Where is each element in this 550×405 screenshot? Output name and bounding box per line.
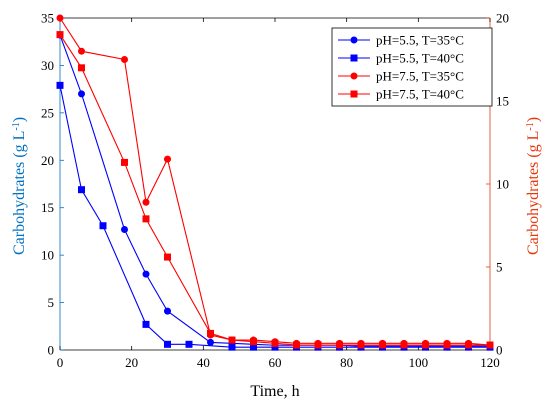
- data-point: [99, 222, 107, 230]
- data-point: [142, 270, 150, 278]
- data-point: [164, 253, 171, 261]
- data-point: [78, 47, 85, 55]
- right-y-axis-title: Carbohydrates (g L-1): [525, 117, 543, 255]
- x-tick-label: 0: [57, 355, 64, 370]
- right-y-tick-label: 10: [496, 177, 509, 192]
- legend-label: pH=5.5, T=35°C: [376, 33, 464, 48]
- right-y-tick-label: 15: [496, 94, 509, 109]
- data-point: [56, 31, 64, 39]
- x-tick-label: 100: [409, 355, 429, 370]
- legend-label: pH=7.5, T=35°C: [376, 69, 464, 84]
- data-point: [142, 215, 150, 223]
- data-point: [250, 343, 257, 351]
- data-point: [379, 341, 386, 349]
- data-point: [56, 14, 64, 22]
- data-point: [164, 340, 171, 348]
- data-point: [271, 339, 279, 347]
- legend-marker: [350, 36, 358, 44]
- legend-label: pH=5.5, T=40°C: [376, 51, 464, 66]
- x-axis: 0 20 40 60 80 100 120: [57, 18, 500, 370]
- right-y-axis: 0 5 10 15 20: [486, 11, 509, 358]
- left-y-tick-label: 5: [48, 295, 55, 310]
- right-y-tick-label: 20: [496, 11, 509, 26]
- right-y-axis-title-exponent: -1: [525, 122, 536, 130]
- data-point: [121, 56, 128, 63]
- series-2: [56, 81, 494, 351]
- legend-item: pH=5.5, T=35°C: [338, 33, 464, 48]
- data-point: [422, 341, 429, 349]
- data-point: [314, 341, 322, 349]
- x-tick-label: 80: [340, 355, 353, 370]
- legend-item: pH=7.5, T=40°C: [338, 87, 464, 102]
- x-tick-label: 120: [480, 355, 500, 370]
- data-point: [142, 320, 150, 328]
- left-y-tick-label: 35: [41, 11, 54, 26]
- data-point: [486, 341, 494, 349]
- data-point: [228, 336, 236, 344]
- series-4: [56, 31, 494, 349]
- series-line: [59, 85, 490, 348]
- x-tick-label: 60: [269, 355, 282, 370]
- data-point: [164, 155, 171, 163]
- data-point: [293, 341, 300, 349]
- series-layer: [56, 14, 494, 351]
- left-y-axis-title-close: ): [11, 117, 28, 122]
- data-point: [357, 341, 365, 349]
- data-point: [207, 329, 214, 337]
- left-y-axis-title-exponent: -1: [11, 122, 22, 130]
- left-y-tick-label: 0: [48, 343, 55, 358]
- right-y-axis-title-close: ): [525, 117, 542, 122]
- data-point: [443, 341, 451, 349]
- data-point: [78, 90, 85, 98]
- data-point: [400, 341, 408, 349]
- data-point: [336, 341, 343, 349]
- data-point: [142, 198, 150, 206]
- data-point: [185, 340, 193, 348]
- left-y-tick-label: 15: [41, 200, 54, 215]
- data-point: [78, 186, 85, 194]
- data-point: [465, 341, 472, 349]
- left-y-axis-title-text: Carbohydrates (g L: [11, 131, 28, 255]
- data-point: [207, 338, 214, 346]
- legend-label: pH=7.5, T=40°C: [376, 87, 464, 102]
- x-tick-label: 40: [197, 355, 210, 370]
- left-y-axis-title: Carbohydrates (g L-1): [11, 117, 29, 255]
- legend-item: pH=7.5, T=35°C: [338, 69, 464, 84]
- legend-marker: [350, 72, 358, 80]
- left-y-tick-label: 10: [41, 248, 54, 263]
- right-y-tick-label: 5: [496, 260, 503, 275]
- data-point: [228, 343, 236, 351]
- data-point: [78, 64, 85, 72]
- right-y-axis-title-text: Carbohydrates (g L: [525, 131, 542, 255]
- legend: pH=5.5, T=35°C pH=5.5, T=40°C pH=7.5, T=35…: [331, 27, 493, 107]
- left-y-tick-label: 25: [41, 105, 54, 120]
- x-tick-label: 20: [125, 355, 138, 370]
- data-point: [56, 81, 64, 89]
- legend-marker: [350, 90, 358, 98]
- x-axis-title: Time, h: [250, 383, 299, 400]
- legend-item: pH=5.5, T=40°C: [338, 51, 464, 66]
- left-y-tick-label: 30: [41, 58, 54, 73]
- data-point: [164, 307, 171, 315]
- left-y-axis: 0 5 10 15 20 25 30 35: [41, 11, 64, 358]
- right-y-tick-label: 0: [496, 343, 503, 358]
- legend-box: [331, 27, 493, 107]
- data-point: [121, 158, 128, 166]
- data-point: [271, 343, 279, 351]
- left-y-tick-label: 20: [41, 153, 54, 168]
- data-point: [250, 338, 257, 346]
- legend-marker: [350, 54, 358, 62]
- data-point: [121, 226, 128, 234]
